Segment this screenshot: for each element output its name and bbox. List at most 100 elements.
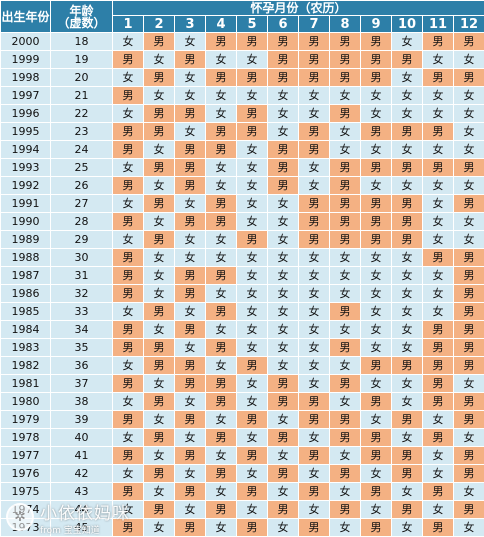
gender-cell: 女: [360, 338, 392, 357]
gender-cell: 男: [452, 338, 484, 357]
gender-cell: 女: [205, 410, 237, 429]
gender-cell: 男: [143, 356, 175, 375]
gender-cell: 女: [267, 446, 299, 465]
gender-cell: 女: [174, 392, 206, 411]
gender-cell: 女: [360, 248, 392, 267]
gender-cell: 男: [391, 122, 423, 141]
gender-cell: 女: [298, 464, 330, 483]
gender-cell: 女: [205, 518, 237, 537]
gender-cell: 女: [174, 248, 206, 267]
birth-year-cell: 1978: [0, 428, 51, 447]
age-cell: 34: [50, 320, 113, 339]
gender-cell: 女: [329, 284, 361, 303]
gender-cell: 男: [422, 518, 454, 537]
gender-cell: 女: [174, 194, 206, 213]
gender-cell: 男: [391, 158, 423, 177]
gender-cell: 女: [329, 392, 361, 411]
gender-cell: 女: [329, 320, 361, 339]
gender-cell: 男: [112, 212, 144, 231]
gender-cell: 女: [360, 284, 392, 303]
gender-cell: 女: [236, 50, 268, 69]
gender-cell: 女: [267, 284, 299, 303]
table-row: 1991 27 女男女男女女男男男男女男: [0, 194, 484, 213]
age-cell: 19: [50, 50, 113, 69]
gender-cell: 男: [174, 410, 206, 429]
gender-cell: 女: [143, 86, 175, 105]
table-row: 1983 35 男男女男女女女男女女男男: [0, 338, 484, 357]
header-month-7: 7: [298, 15, 330, 33]
gender-cell: 女: [391, 374, 423, 393]
gender-cell: 女: [422, 176, 454, 195]
gender-cell: 女: [267, 122, 299, 141]
gender-cell: 女: [298, 176, 330, 195]
gender-cell: 女: [267, 518, 299, 537]
gender-cell: 女: [329, 86, 361, 105]
gender-cell: 女: [236, 212, 268, 231]
gender-cell: 女: [452, 518, 484, 537]
gender-cell: 男: [143, 428, 175, 447]
gender-cell: 男: [452, 446, 484, 465]
gender-cell: 女: [112, 68, 144, 87]
age-cell: 27: [50, 194, 113, 213]
header-month-2: 2: [143, 15, 175, 33]
gender-cell: 女: [205, 482, 237, 501]
gender-cell: 男: [329, 176, 361, 195]
birth-year-cell: 1975: [0, 482, 51, 501]
gender-cell: 女: [143, 284, 175, 303]
gender-cell: 女: [360, 104, 392, 123]
birth-year-cell: 1993: [0, 158, 51, 177]
gender-cell: 男: [422, 356, 454, 375]
gender-cell: 男: [143, 464, 175, 483]
gender-cell: 女: [236, 338, 268, 357]
gender-cell: 女: [174, 338, 206, 357]
age-cell: 29: [50, 230, 113, 249]
gender-cell: 女: [422, 500, 454, 519]
gender-cell: 女: [112, 392, 144, 411]
age-cell: 41: [50, 446, 113, 465]
header-month-1: 1: [112, 15, 144, 33]
gender-cell: 男: [174, 212, 206, 231]
gender-cell: 女: [452, 230, 484, 249]
birth-year-cell: 1984: [0, 320, 51, 339]
gender-cell: 男: [452, 320, 484, 339]
gender-cell: 女: [391, 32, 423, 51]
gender-cell: 男: [267, 500, 299, 519]
gender-cell: 男: [452, 32, 484, 51]
header-month-4: 4: [205, 15, 237, 33]
gender-cell: 女: [452, 104, 484, 123]
table-row: 1987 31 男女男男女女女女女女女男: [0, 266, 484, 285]
gender-cell: 男: [329, 50, 361, 69]
gender-cell: 男: [112, 176, 144, 195]
age-cell: 38: [50, 392, 113, 411]
gender-cell: 男: [174, 104, 206, 123]
gender-cell: 男: [112, 374, 144, 393]
gender-cell: 男: [236, 122, 268, 141]
age-cell: 22: [50, 104, 113, 123]
gender-cell: 男: [422, 338, 454, 357]
gender-cell: 男: [143, 32, 175, 51]
gender-cell: 女: [205, 284, 237, 303]
gender-cell: 男: [391, 194, 423, 213]
age-cell: 20: [50, 68, 113, 87]
gender-cell: 男: [452, 284, 484, 303]
gender-cell: 男: [452, 410, 484, 429]
gender-cell: 男: [112, 266, 144, 285]
gender-cell: 女: [360, 464, 392, 483]
table-row: 1973 45 男女男女男女男女男女男女: [0, 518, 484, 537]
gender-cell: 女: [112, 500, 144, 519]
gender-cell: 女: [329, 140, 361, 159]
gender-cell: 女: [236, 320, 268, 339]
gender-cell: 女: [143, 374, 175, 393]
gender-cell: 男: [391, 500, 423, 519]
gender-cell: 男: [298, 392, 330, 411]
gender-cell: 女: [205, 356, 237, 375]
gender-cell: 女: [360, 86, 392, 105]
birth-year-cell: 1987: [0, 266, 51, 285]
gender-cell: 男: [205, 374, 237, 393]
gender-cell: 男: [329, 68, 361, 87]
gender-cell: 女: [391, 428, 423, 447]
gender-cell: 女: [236, 500, 268, 519]
gender-cell: 女: [298, 302, 330, 321]
gender-cell: 女: [391, 284, 423, 303]
gender-cell: 男: [360, 356, 392, 375]
